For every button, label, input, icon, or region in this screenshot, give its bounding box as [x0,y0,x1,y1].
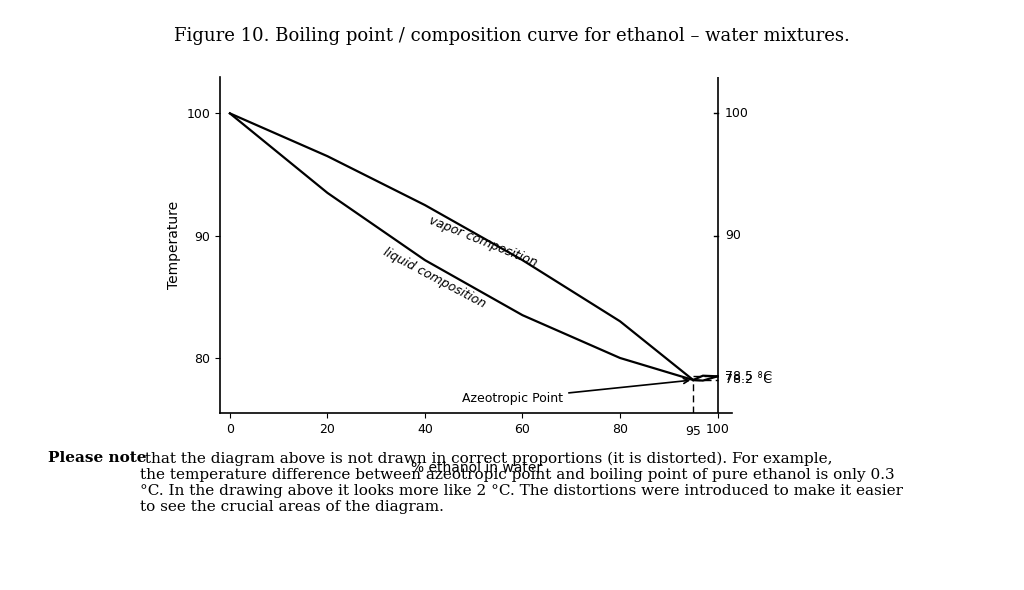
Text: 78.2 °C: 78.2 °C [725,373,772,386]
Text: Figure 10. Boiling point / composition curve for ethanol – water mixtures.: Figure 10. Boiling point / composition c… [174,27,850,45]
Text: liquid composition: liquid composition [381,246,488,311]
Text: Azeotropic Point: Azeotropic Point [462,379,688,405]
Text: 95: 95 [685,425,701,438]
Text: Please note: Please note [48,451,146,466]
Y-axis label: Temperature: Temperature [167,201,181,289]
Text: 90: 90 [725,229,740,242]
Text: vapor composition: vapor composition [427,214,540,270]
Text: 78.5 °C: 78.5 °C [725,370,772,383]
Text: 100: 100 [725,107,749,120]
X-axis label: % ethanol in water: % ethanol in water [411,461,542,475]
Text: that the diagram above is not drawn in correct proportions (it is distorted). Fo: that the diagram above is not drawn in c… [140,451,903,514]
